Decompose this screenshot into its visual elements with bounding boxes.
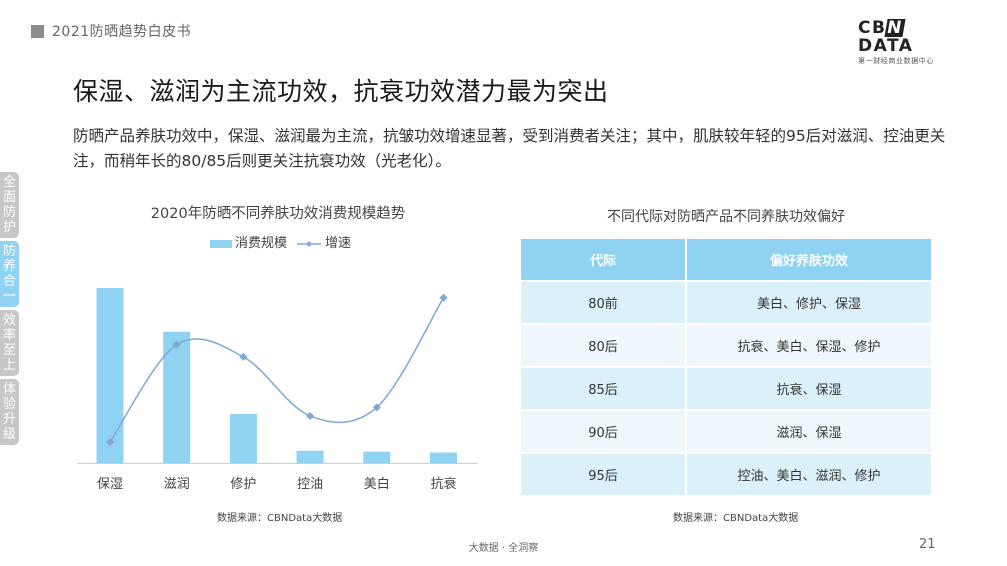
table-cell-generation: 95后 [521,453,687,496]
table-cell-effect: 抗衰、美白、保湿、修护 [686,324,931,367]
legend-item-line: 增速 [296,232,351,251]
page-heading: 保湿、滋润为主流功效，抗衰功效潜力最为突出 [73,77,609,106]
chart-source: 数据来源：CBNData大数据 [217,513,343,524]
table-cell-effect: 滋润、保湿 [686,410,931,453]
x-tick-label-4: 美白 [364,476,390,492]
logo-text-left: CB [858,18,887,38]
growth-point-5 [439,293,448,302]
side-tab-1[interactable]: 全面防护 [0,172,19,238]
x-tick-label-5: 抗衰 [430,476,456,492]
logo-subtitle: 第一财经商业数据中心 [858,57,934,65]
x-tick-label-3: 控油 [297,477,323,492]
bar-4 [363,451,391,463]
bar-2 [229,414,257,463]
table-row: 80前 美白、修护、保湿 [521,281,931,324]
table-header-row: 代际 偏好养肤功效 [521,239,931,281]
report-title: 2021防晒趋势白皮书 [52,24,192,40]
cbndata-logo: CBNDATA 第一财经商业数据中心 [858,18,942,66]
bar-1 [163,331,191,463]
table-row: 80后 抗衰、美白、保湿、修护 [521,324,931,367]
legend-label-bar: 消费规模 [235,236,288,251]
growth-point-2 [239,352,248,361]
growth-point-0 [106,438,114,447]
page-number: 21 [919,537,936,552]
table-row: 85后 抗衰、保湿 [521,367,931,410]
growth-point-4 [372,403,381,412]
table-header-effect: 偏好养肤功效 [686,239,931,281]
growth-line [109,297,445,443]
legend-item-bar: 消费规模 [210,232,287,251]
side-tab-2[interactable]: 防养合一 [0,241,19,307]
table-row: 90后 滋润、保湿 [521,410,931,453]
growth-point-3 [306,412,315,421]
table-cell-generation: 90后 [521,410,687,453]
logo-text-right: DATA [858,36,914,56]
table-title: 不同代际对防晒产品不同养肤功效偏好 [607,209,845,225]
chart-title: 2020年防晒不同养肤功效消费规模趋势 [150,206,406,222]
x-tick-label-2: 修护 [230,477,256,492]
header-marker [31,25,44,38]
x-tick-label-0: 保湿 [97,477,123,492]
footer-slogan: 大数据 · 全洞察 [468,543,539,554]
legend-swatch-bar [210,239,232,248]
side-tab-4[interactable]: 体验升级 [0,379,19,445]
table-cell-generation: 80前 [521,281,687,324]
side-tabs: 全面防护 防养合一 效率至上 体验升级 [0,172,21,448]
x-tick-label-1: 滋润 [164,477,190,492]
side-tab-3[interactable]: 效率至上 [0,310,19,376]
bar-5 [430,452,457,463]
table-cell-effect: 抗衰、保湿 [686,367,931,410]
growth-point-1 [172,340,181,349]
table-cell-effect: 美白、修护、保湿 [686,281,931,324]
generation-table: 代际 偏好养肤功效 80前 美白、修护、保湿 80后 抗衰、美白、保湿、修护 8… [521,239,931,497]
table-header-generation: 代际 [521,239,687,281]
legend-swatch-line [297,240,321,247]
table-cell-generation: 85后 [521,367,687,410]
table-cell-effect: 控油、美白、滋润、修护 [686,453,931,496]
bar-3 [296,450,324,463]
legend-label-line: 增速 [325,236,352,251]
table-source: 数据来源：CBNData大数据 [673,513,799,524]
bar-0 [96,288,124,463]
table-cell-generation: 80后 [521,324,687,367]
table-row: 95后 控油、美白、滋润、修护 [521,453,931,496]
intro-paragraph: 防晒产品养肤功效中，保湿、滋润最为主流，抗皱功效增速显著，受到消费者关注；其中，… [73,127,946,170]
